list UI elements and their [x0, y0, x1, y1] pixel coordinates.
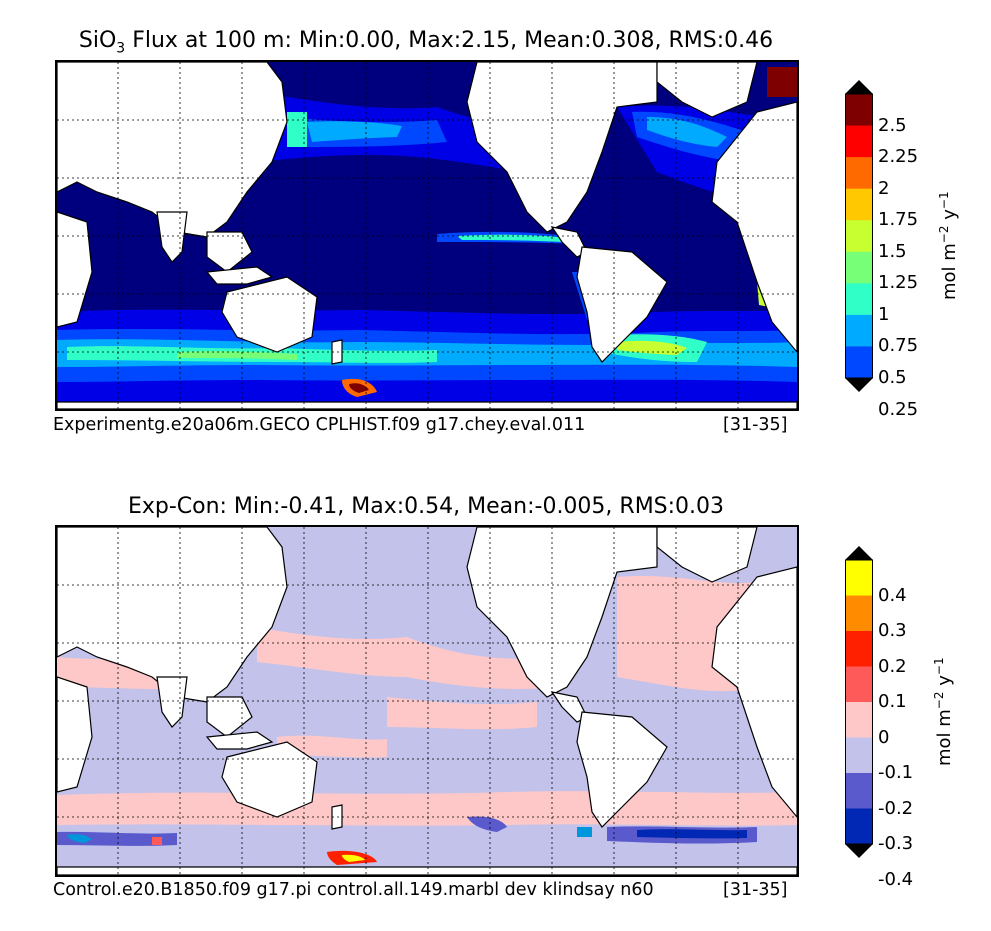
colorbar-extend-bottom — [845, 844, 873, 858]
colorbar-tick-label: 0.25 — [878, 398, 919, 420]
colorbar-segment — [845, 737, 873, 774]
colorbar-segment — [845, 560, 873, 596]
colorbar-tick-label: -0.4 — [878, 868, 914, 890]
colorbar-tick-label: 1.5 — [878, 240, 907, 262]
colorbar-segment — [845, 251, 873, 284]
colorbar-extend-bottom — [845, 378, 873, 392]
colorbar-segment — [845, 283, 873, 316]
panel1-colorbar — [845, 80, 873, 392]
colorbar-segment — [845, 346, 873, 379]
colorbar-segment — [845, 808, 873, 845]
panel1-land — [57, 62, 797, 409]
colorbar-segment — [845, 702, 873, 738]
colorbar-tick-label: 0.1 — [878, 691, 907, 712]
colorbar-segment — [845, 125, 873, 158]
colorbar-frame — [845, 559, 873, 845]
colorbar-tick-label: 1.25 — [878, 272, 919, 294]
colorbar-segment — [845, 314, 873, 347]
colorbar-tick-label: 1.75 — [878, 209, 919, 231]
colorbar-segment — [845, 94, 873, 127]
panel2-caption-right: [31-35] — [723, 880, 788, 900]
colorbar-segment — [845, 188, 873, 221]
colorbar-tick-label: 0.3 — [878, 620, 907, 641]
colorbar-segment — [845, 631, 873, 667]
colorbar-tick-label: 0.2 — [878, 655, 907, 677]
panel1-title: SiO3 Flux at 100 m: Min:0.00, Max:2.15, … — [78, 28, 774, 57]
colorbar-tick-label: 2.25 — [878, 146, 919, 168]
colorbar-tick-label: -0.1 — [878, 762, 914, 783]
panel2-colorbar — [845, 546, 873, 858]
panel2-graticule — [57, 527, 797, 875]
panel2-colorbar-unit: mol m−2 y−1 — [932, 657, 955, 766]
colorbar-tick-label: 0.5 — [878, 367, 907, 388]
panel1-caption-right: [31-35] — [723, 415, 788, 435]
colorbar-segment — [845, 157, 873, 190]
colorbar-tick-label: -0.2 — [878, 797, 914, 819]
colorbar-tick-label: 2.5 — [878, 114, 907, 136]
panel1-map — [55, 60, 799, 411]
colorbar-segment — [845, 595, 873, 632]
colorbar-segment — [845, 220, 873, 253]
panel1-colorbar-unit: mol m−2 y−1 — [937, 191, 960, 300]
colorbar-tick-label: 0.75 — [878, 335, 919, 357]
panel1-caption-left: Experimentg.e20a06m.GECO CPLHIST.f09 g17… — [53, 415, 586, 435]
panel1-graticule — [57, 62, 797, 409]
colorbar-extend-top — [845, 80, 873, 94]
colorbar-frame — [845, 93, 873, 379]
colorbar-tick-label: 1 — [878, 303, 890, 325]
panel2-title: Exp-Con: Min:-0.41, Max:0.54, Mean:-0.00… — [127, 494, 725, 519]
panel2-map — [55, 525, 799, 877]
colorbar-extend-top — [845, 546, 873, 560]
colorbar-tick-label: 2 — [878, 177, 890, 199]
colorbar-tick-label: -0.3 — [878, 833, 914, 854]
panel2-caption-left: Control.e20.B1850.f09 g17.pi control.all… — [53, 880, 654, 900]
colorbar-segment — [845, 773, 873, 809]
colorbar-tick-label: 0 — [878, 726, 890, 748]
colorbar-segment — [845, 666, 873, 703]
colorbar-tick-label: 0.4 — [878, 584, 907, 606]
